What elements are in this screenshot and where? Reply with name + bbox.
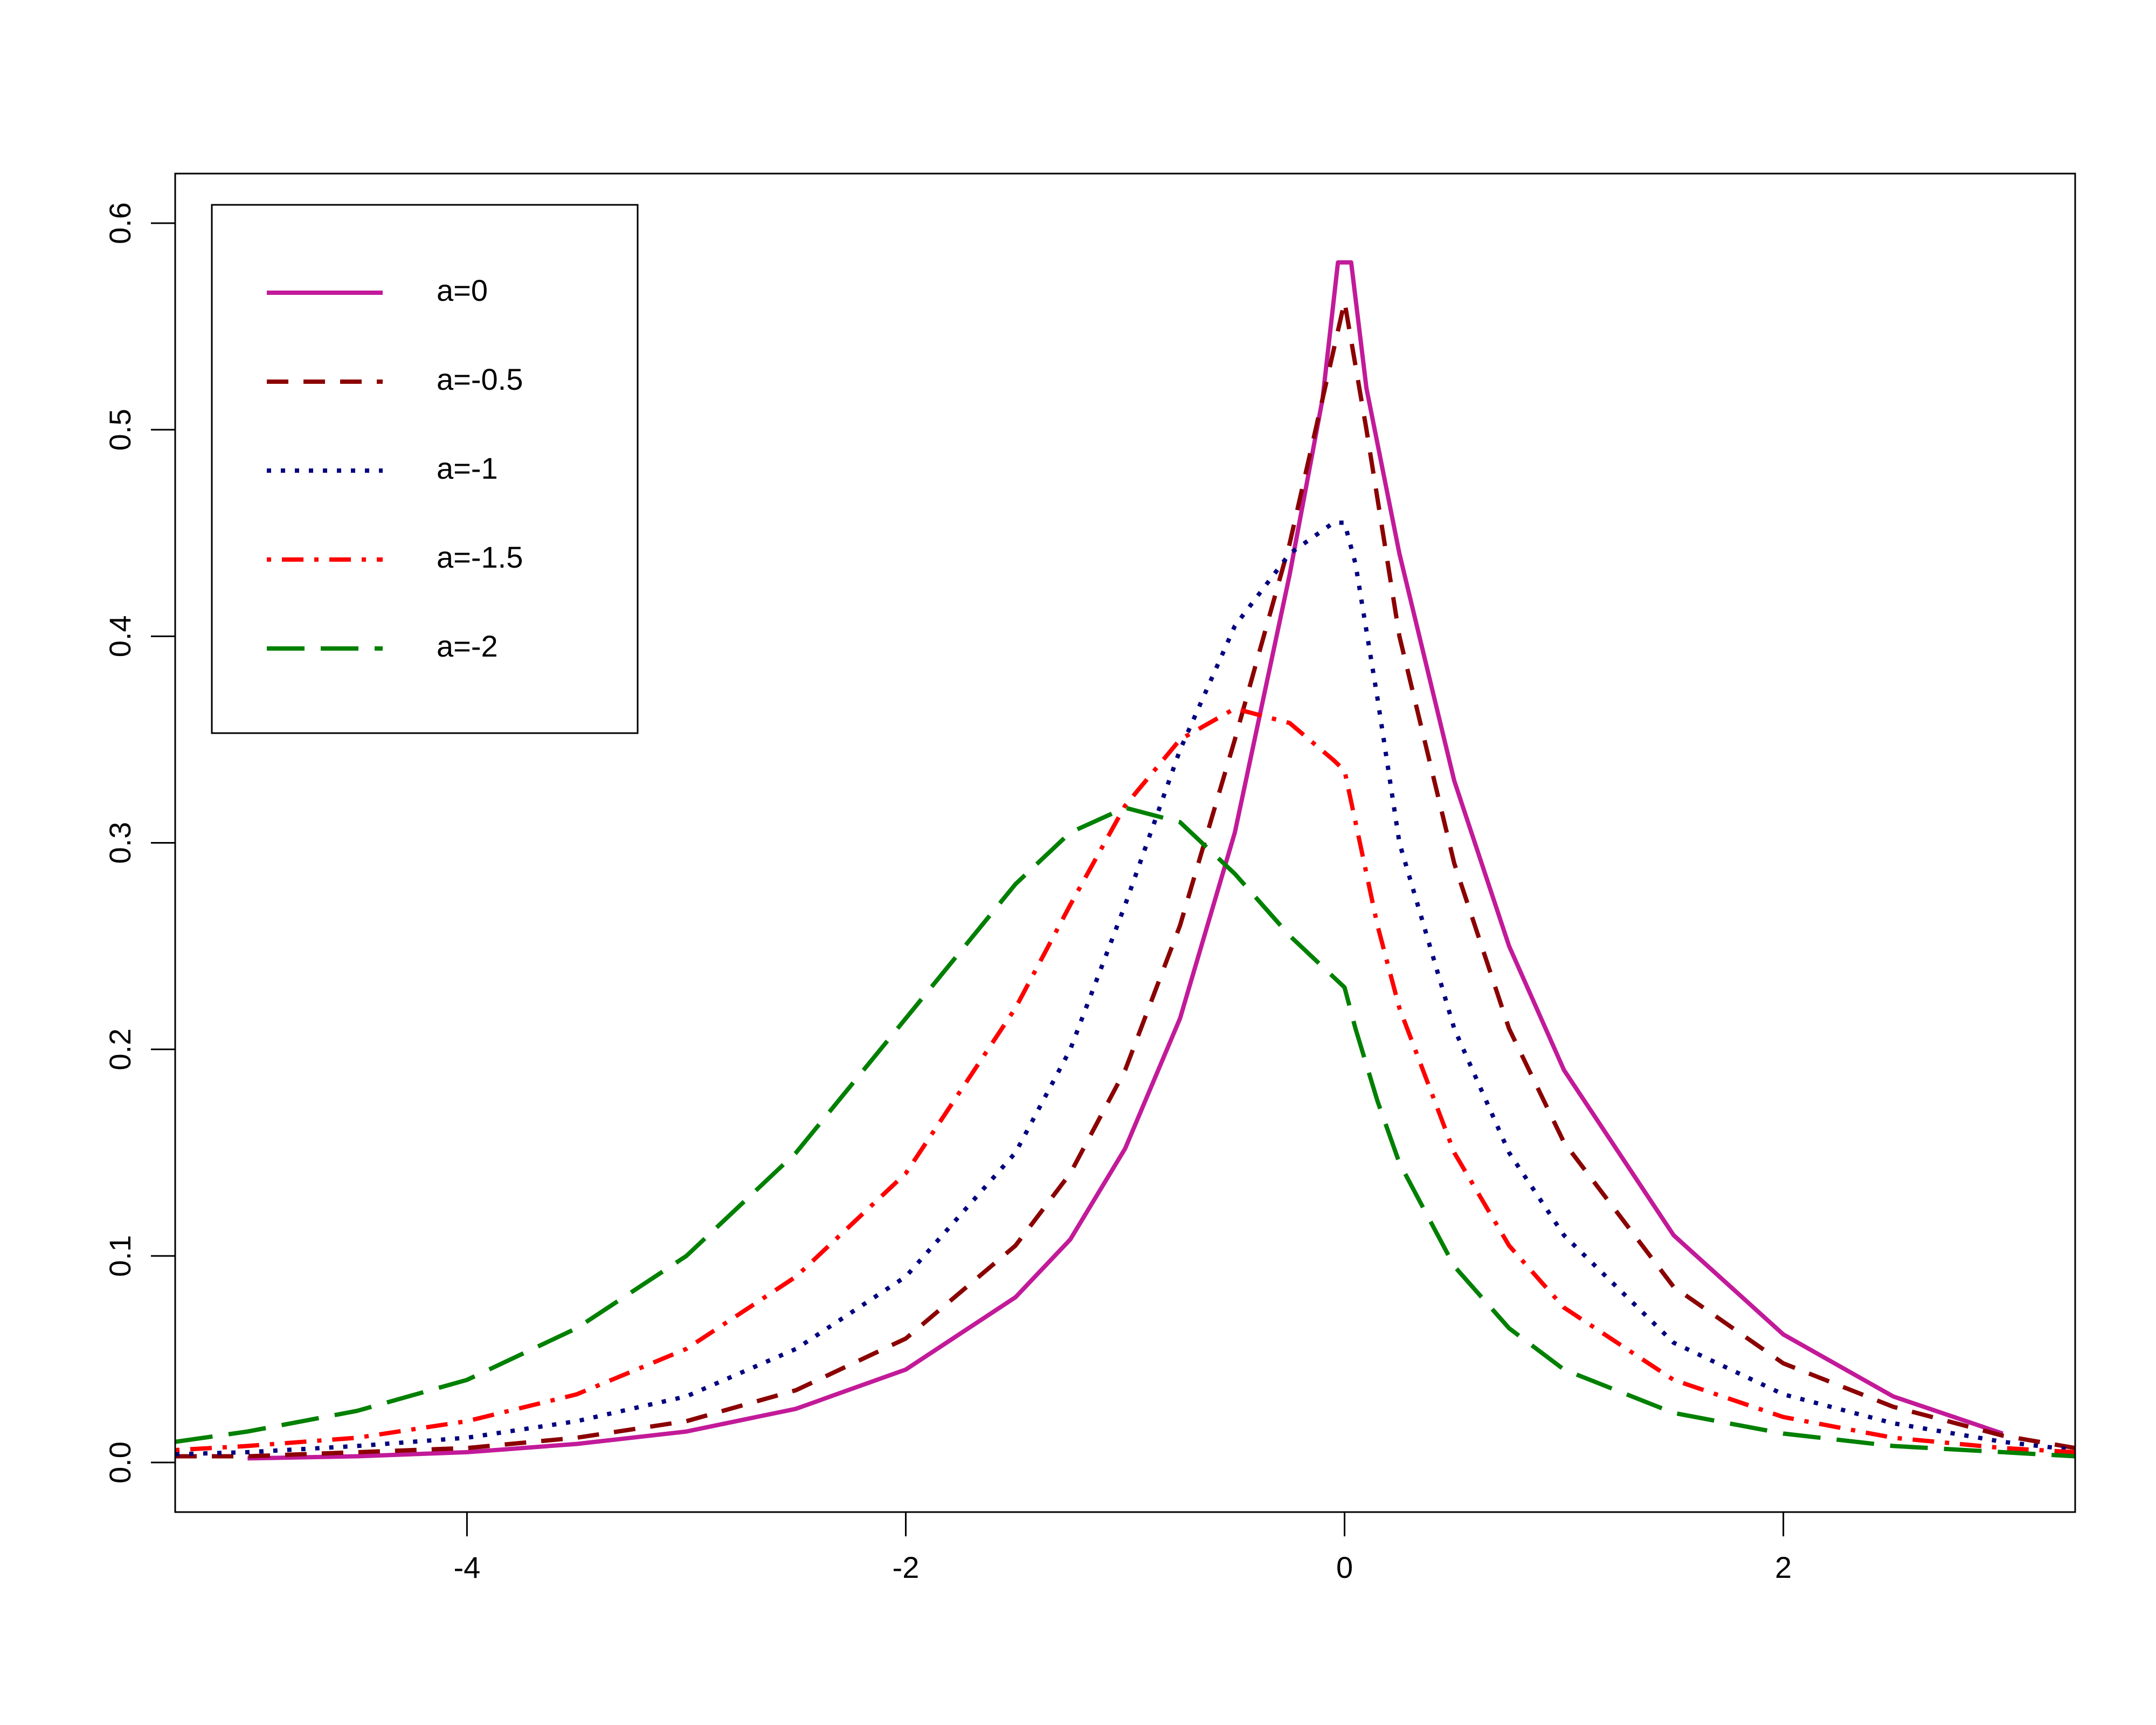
y-tick-label: 0.6 (103, 202, 137, 244)
plot-area-frame (174, 172, 2076, 1513)
series-line-2 (175, 299, 2075, 1459)
series-line-4 (175, 706, 2075, 1454)
legend-label: a=-2 (437, 629, 498, 663)
legend-box (211, 204, 639, 734)
y-tick-label: 0.5 (103, 409, 137, 451)
legend-label: a=0 (437, 273, 488, 307)
y-tick-label: 0.0 (103, 1441, 137, 1484)
x-tick-label: 0 (1336, 1550, 1353, 1584)
y-tick-label: 0.4 (103, 615, 137, 657)
legend: a=0 a=-0.5 a=-1 a=-1.5 a=-2 (211, 204, 639, 734)
x-tick-label: -2 (893, 1550, 920, 1584)
series-line-1 (247, 260, 2003, 1461)
x-tick-label: 2 (1775, 1550, 1792, 1584)
y-tick-label: 0.1 (103, 1235, 137, 1277)
legend-label: a=-1.5 (437, 540, 523, 574)
legend-label: a=-0.5 (437, 362, 523, 396)
legend-label: a=-1 (437, 451, 498, 485)
series-line-5 (175, 805, 2075, 1459)
y-tick-label: 0.3 (103, 822, 137, 864)
plot-series (175, 260, 2075, 1461)
y-tick-label: 0.2 (103, 1029, 137, 1071)
x-tick-label: -4 (453, 1550, 480, 1584)
